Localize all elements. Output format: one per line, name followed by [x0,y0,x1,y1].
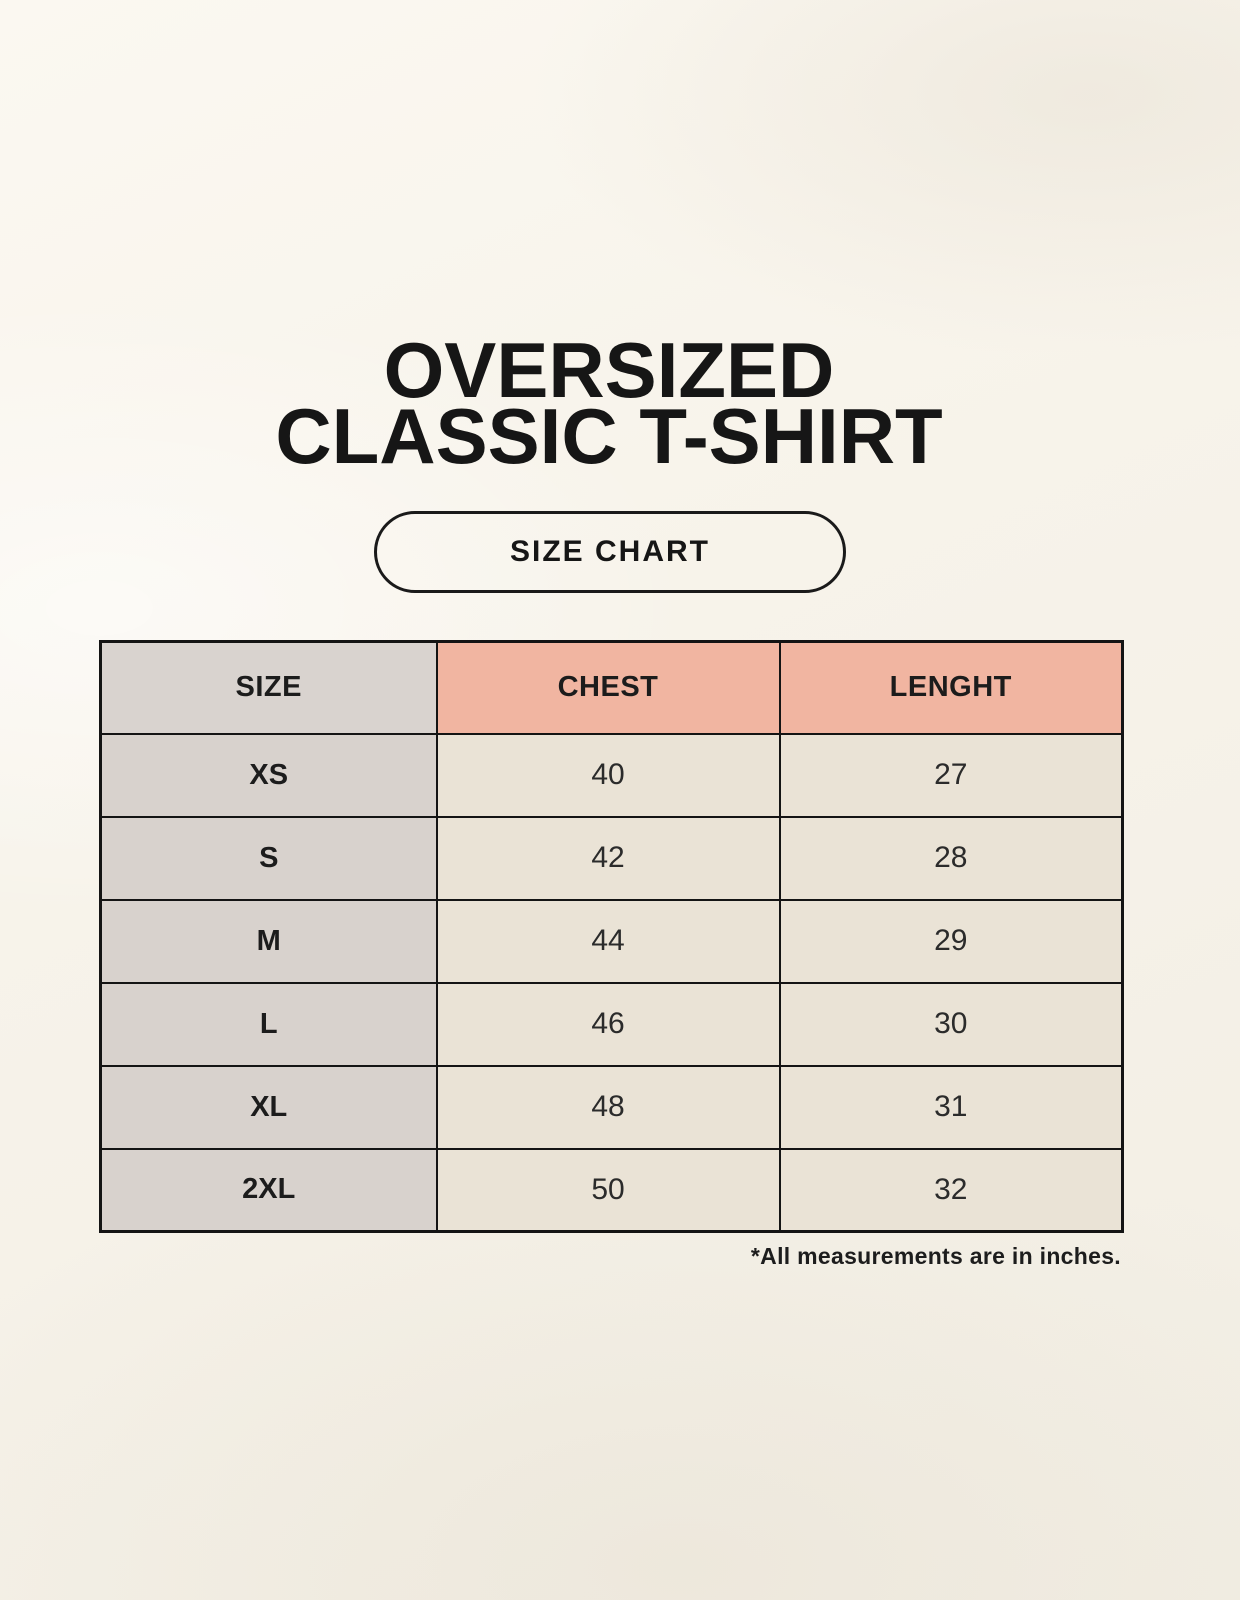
size-cell: XS [99,732,438,818]
lenght-cell: 30 [778,981,1124,1067]
lenght-cell: 28 [778,815,1124,901]
size-cell: M [99,898,438,984]
column-header-size: SIZE [99,640,438,735]
chest-cell: 46 [435,981,781,1067]
table-row-xs: XS 40 27 [99,732,1124,818]
chest-cell: 48 [435,1064,781,1150]
size-chart-badge[interactable]: SIZE CHART [374,511,846,593]
lenght-cell: 29 [778,898,1124,984]
chest-cell: 50 [435,1147,781,1233]
lenght-cell: 32 [778,1147,1124,1233]
page-title-line-1: OVERSIZED [383,326,835,414]
size-chart-badge-label: SIZE CHART [510,535,710,568]
lenght-cell: 31 [778,1064,1124,1150]
chest-cell: 40 [435,732,781,818]
table-row-m: M 44 29 [99,898,1124,984]
chest-cell: 42 [435,815,781,901]
table-row-s: S 42 28 [99,815,1124,901]
lenght-cell: 27 [778,732,1124,818]
size-cell: XL [99,1064,438,1150]
size-chart-table: SIZE CHEST LENGHT XS 40 27 S 42 28 M 44 … [99,640,1124,1233]
size-cell: S [99,815,438,901]
size-cell: L [99,981,438,1067]
table-row-2xl: 2XL 50 32 [99,1147,1124,1233]
table-row-l: L 46 30 [99,981,1124,1067]
table-row-xl: XL 48 31 [99,1064,1124,1150]
table-header-row: SIZE CHEST LENGHT [99,640,1124,735]
page-title-line-2: CLASSIC T-SHIRT [275,392,943,480]
page-title: OVERSIZED CLASSIC T-SHIRT [0,326,1218,480]
measurements-footnote: *All measurements are in inches. [750,1243,1121,1269]
chest-cell: 44 [435,898,781,984]
size-cell: 2XL [99,1147,438,1233]
column-header-lenght: LENGHT [778,640,1124,735]
column-header-chest: CHEST [435,640,781,735]
